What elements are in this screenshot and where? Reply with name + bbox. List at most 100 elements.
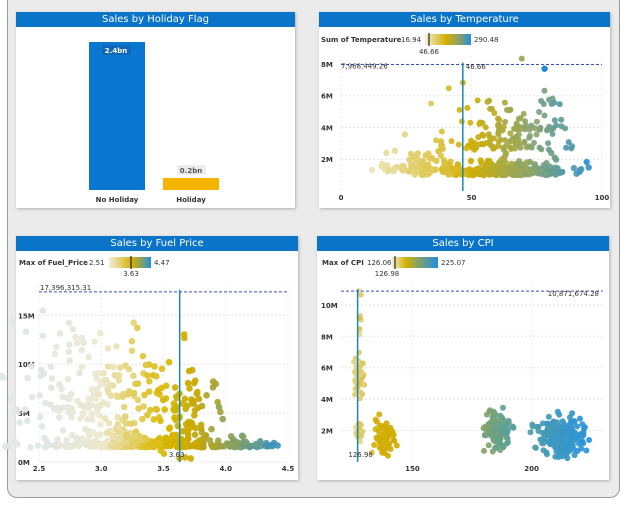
scatter-point[interactable] — [140, 403, 147, 410]
scatter-point[interactable] — [84, 415, 91, 423]
scatter-point[interactable] — [114, 392, 121, 400]
scatter-point[interactable] — [68, 432, 76, 439]
scatter-point[interactable] — [570, 164, 578, 172]
scatter-point[interactable] — [546, 96, 553, 103]
scatter-point[interactable] — [545, 413, 552, 420]
scatter-point[interactable] — [440, 145, 446, 152]
scatter-point[interactable] — [38, 423, 46, 430]
scatter-point[interactable] — [134, 396, 142, 404]
scatter-point[interactable] — [515, 131, 522, 138]
scatter-point[interactable] — [559, 418, 566, 425]
scatter-point[interactable] — [490, 417, 497, 423]
scatter-point[interactable] — [56, 414, 63, 421]
scatter-point[interactable] — [572, 434, 579, 441]
scatter-point[interactable] — [569, 410, 576, 417]
scatter-point[interactable] — [571, 446, 578, 453]
scatter-point[interactable] — [97, 381, 104, 388]
scatter-point[interactable] — [24, 417, 31, 425]
scatter-point[interactable] — [139, 352, 147, 360]
scatter-point[interactable] — [189, 366, 196, 374]
scatter-point[interactable] — [428, 100, 435, 107]
scatter-point[interactable] — [445, 85, 452, 92]
scatter-point[interactable] — [407, 150, 415, 158]
scatter-point[interactable] — [187, 455, 195, 462]
scatter-point[interactable] — [82, 425, 89, 433]
scatter-point[interactable] — [84, 401, 92, 409]
scatter-point[interactable] — [558, 447, 565, 454]
scatter-point[interactable] — [495, 115, 501, 122]
scatter-point[interactable] — [144, 442, 152, 449]
scatter-point[interactable] — [470, 171, 477, 179]
scatter-point[interactable] — [515, 162, 523, 169]
scatter-point[interactable] — [490, 145, 496, 152]
scatter-point[interactable] — [96, 412, 103, 419]
scatter-point[interactable] — [374, 418, 380, 425]
scatter-point[interactable] — [485, 442, 492, 449]
scatter-point[interactable] — [518, 55, 525, 62]
scatter-point[interactable] — [536, 109, 543, 115]
scatter-point[interactable] — [165, 425, 173, 432]
scatter-point[interactable] — [22, 328, 30, 335]
scatter-point[interactable] — [458, 118, 465, 125]
scatter-point[interactable] — [539, 164, 547, 172]
scatter-point[interactable] — [113, 372, 120, 380]
scatter-point[interactable] — [353, 376, 360, 382]
scatter-point[interactable] — [64, 375, 72, 383]
scatter-point[interactable] — [68, 414, 75, 421]
scatter-point[interactable] — [107, 382, 114, 389]
scatter-point[interactable] — [357, 395, 363, 402]
scatter-point[interactable] — [88, 416, 96, 423]
scatter-point[interactable] — [511, 145, 518, 152]
scatter-point[interactable] — [54, 436, 61, 443]
scatter-point[interactable] — [162, 435, 169, 442]
scatter-point[interactable] — [104, 363, 112, 370]
scatter-point[interactable] — [507, 138, 514, 145]
scatter-point[interactable] — [501, 99, 508, 106]
scatter-point[interactable] — [85, 353, 92, 361]
scatter-point[interactable] — [0, 374, 7, 381]
scatter-point[interactable] — [65, 319, 73, 327]
scatter-point[interactable] — [497, 159, 504, 166]
scatter-point[interactable] — [66, 341, 73, 348]
scatter-point[interactable] — [237, 443, 244, 451]
scatter-point[interactable] — [502, 137, 508, 144]
scatter-point[interactable] — [270, 439, 278, 447]
scatter-point[interactable] — [114, 443, 122, 451]
scatter-point[interactable] — [158, 365, 166, 373]
scatter-point[interactable] — [39, 307, 47, 314]
scatter-point[interactable] — [544, 126, 551, 133]
scatter-point[interactable] — [515, 115, 522, 122]
scatter-point[interactable] — [482, 124, 489, 131]
scatter-point[interactable] — [464, 104, 471, 111]
scatter-point[interactable] — [551, 117, 558, 124]
scatter-point[interactable] — [217, 443, 225, 450]
scatter-point[interactable] — [483, 139, 490, 146]
scatter-point[interactable] — [496, 423, 503, 430]
scatter-point[interactable] — [517, 144, 524, 151]
scatter-point[interactable] — [208, 425, 215, 433]
scatter-point[interactable] — [121, 413, 129, 420]
scatter-point[interactable] — [555, 454, 562, 460]
scatter-point[interactable] — [10, 407, 18, 415]
scatter-point[interactable] — [185, 418, 192, 426]
scatter-point[interactable] — [179, 428, 186, 435]
scatter-point[interactable] — [357, 372, 364, 378]
scatter-point[interactable] — [377, 422, 384, 429]
scatter-point[interactable] — [134, 380, 142, 387]
scatter-point[interactable] — [73, 339, 81, 347]
scatter-point[interactable] — [511, 125, 518, 132]
bar-holiday[interactable] — [163, 178, 219, 190]
scatter-point[interactable] — [525, 168, 532, 175]
scatter-point[interactable] — [16, 419, 23, 426]
scatter-point[interactable] — [51, 405, 58, 413]
scatter-point[interactable] — [195, 395, 203, 403]
scatter-point[interactable] — [210, 378, 217, 385]
scatter-point[interactable] — [47, 401, 54, 408]
scatter-point[interactable] — [219, 415, 226, 423]
scatter-point[interactable] — [446, 171, 453, 178]
scatter-point[interactable] — [545, 146, 552, 153]
scatter-point[interactable] — [171, 432, 179, 439]
scatter-point[interactable] — [533, 118, 540, 125]
scatter-point[interactable] — [359, 360, 366, 367]
scatter-point[interactable] — [359, 391, 366, 398]
